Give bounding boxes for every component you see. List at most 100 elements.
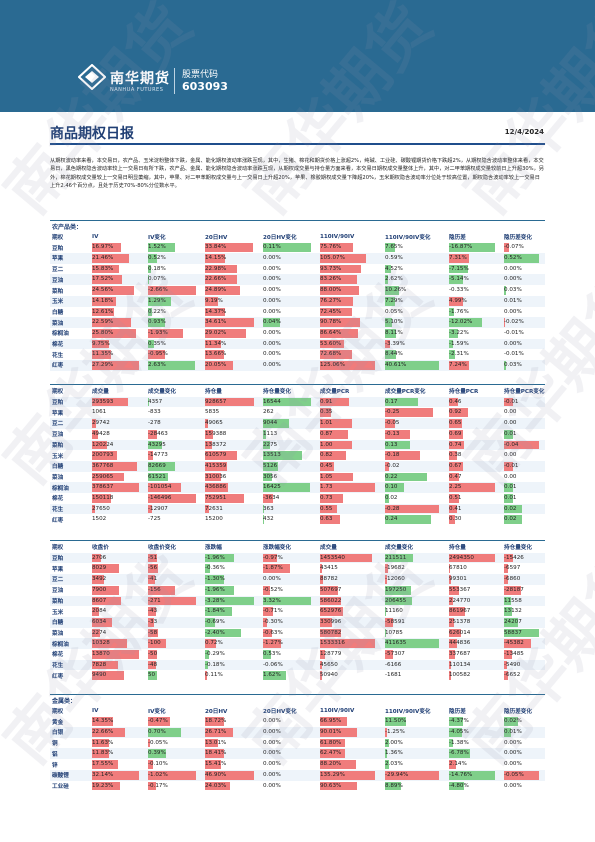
data-bar: [504, 243, 509, 253]
cell-value: -0.05%: [148, 739, 168, 746]
column-header: 持仓量PCR: [449, 389, 479, 396]
cell-value: -14773: [148, 452, 168, 459]
data-bar: [263, 483, 311, 493]
row-label: 苹果: [50, 253, 90, 264]
cell-value: 8.89%: [385, 782, 403, 789]
data-bar: [385, 397, 418, 407]
data-cell: 2.25: [447, 482, 502, 494]
cell-value: 13870: [92, 651, 110, 658]
data-bar: [263, 564, 290, 574]
data-bar: [320, 553, 373, 563]
cell-value: 0.00%: [263, 576, 281, 583]
cell-value: -15426: [504, 554, 524, 561]
data-cell: 76.27%: [318, 295, 383, 307]
data-bar: [449, 329, 458, 338]
data-bar: [385, 318, 392, 327]
data-cell: 72.68%: [318, 349, 383, 360]
data-cell: -0.33%: [447, 285, 502, 296]
cell-value: 14.15%: [205, 255, 227, 262]
data-cell: 8.44%: [383, 349, 447, 360]
data-bar: [148, 617, 154, 627]
data-cell: -0.01: [502, 460, 545, 472]
data-cell: -0.25: [383, 407, 447, 418]
cell-value: -0.02%: [504, 319, 524, 326]
cell-value: -7.15%: [449, 265, 469, 272]
cell-value: 1533316: [320, 640, 345, 647]
cell-value: 21.46%: [92, 255, 114, 262]
cell-value: 17.55%: [92, 761, 114, 768]
data-cell: -0.30%: [261, 616, 318, 628]
data-bar: [148, 483, 181, 493]
data-bar: [148, 760, 153, 769]
data-bar: [504, 397, 513, 407]
row-label: 棉花: [52, 496, 64, 503]
data-cell: 610579: [203, 450, 261, 461]
data-cell: -29.94%: [383, 769, 447, 781]
cell-value: 2706: [92, 554, 107, 561]
table-row: 玉米 14.18% 1.29% 9.19% 0.00% 76.27% 7.29% 4.99% 0…: [50, 295, 546, 307]
cell-value: 0.00%: [504, 750, 522, 757]
cell-value: 0.00%: [263, 771, 281, 778]
column-header: 成交量变化: [148, 389, 176, 396]
data-cell: -12060: [383, 574, 447, 585]
data-bar: [263, 397, 311, 407]
column-header: 110IV/90IV变化: [385, 235, 431, 242]
data-bar: [205, 494, 245, 503]
table-row: 豆二 3492 -41 -1.30% 0.00% 88782 -12060 99301 -686…: [50, 574, 545, 585]
data-cell: -2.66%: [146, 285, 203, 296]
cell-value: 128779: [320, 651, 342, 658]
data-bar: [320, 504, 338, 514]
data-bar: [449, 760, 456, 769]
data-cell: -14773: [146, 450, 203, 461]
cell-value: 27650: [92, 505, 110, 512]
data-bar: [263, 553, 277, 563]
data-cell: -57307: [383, 649, 447, 660]
data-cell: 1.29%: [146, 295, 203, 307]
data-bar: [385, 617, 393, 627]
data-cell: 93.73%: [318, 264, 383, 275]
data-cell: 10328: [90, 638, 146, 650]
data-cell: 2.03%: [383, 759, 447, 770]
data-cell: 22.66%: [203, 274, 261, 286]
column-header: 隐历差: [449, 235, 466, 242]
data-bar: [504, 286, 507, 295]
data-cell: -5490: [502, 659, 545, 671]
data-cell: 1.01: [318, 418, 383, 429]
data-bar: [449, 607, 465, 616]
data-cell: 0.00%: [502, 264, 545, 275]
data-bar: [205, 243, 253, 253]
data-cell: 11.50%: [383, 716, 447, 727]
cell-value: 4357: [148, 398, 163, 405]
data-cell: 50940: [318, 670, 383, 681]
data-bar: [148, 781, 156, 791]
data-cell: 1.52%: [146, 242, 203, 253]
data-cell: 62.47%: [318, 748, 383, 760]
row-label: 菜粕: [52, 288, 64, 295]
data-bar: [148, 738, 151, 748]
cell-value: 159388: [205, 430, 227, 437]
cell-value: 22.98%: [205, 265, 227, 272]
data-bar: [449, 483, 495, 493]
data-cell: 2494350: [447, 552, 502, 564]
data-cell: 0.11%: [261, 242, 318, 253]
data-cell: 411635: [383, 638, 447, 650]
data-bar: [92, 639, 127, 649]
cell-value: -1.96%: [205, 554, 225, 561]
cell-value: 11.35%: [92, 351, 114, 358]
data-cell: 1.36%: [383, 748, 447, 760]
data-bar: [504, 429, 513, 439]
data-bar: [320, 264, 362, 274]
row-label: 红枣: [50, 360, 90, 371]
row-label: 工业硅: [52, 783, 69, 790]
data-bar: [205, 483, 228, 493]
data-cell: 135.29%: [318, 769, 383, 781]
data-cell: 7.65%: [383, 242, 447, 253]
data-cell: 90.01%: [318, 727, 383, 738]
cell-value: 0.67: [449, 462, 462, 469]
cell-value: 0.00%: [263, 297, 281, 304]
data-cell: 0.00%: [261, 264, 318, 275]
cell-value: 0.22: [385, 473, 398, 480]
data-cell: 90.78%: [318, 317, 383, 328]
data-bar: [449, 429, 464, 439]
data-bar: [320, 286, 359, 295]
